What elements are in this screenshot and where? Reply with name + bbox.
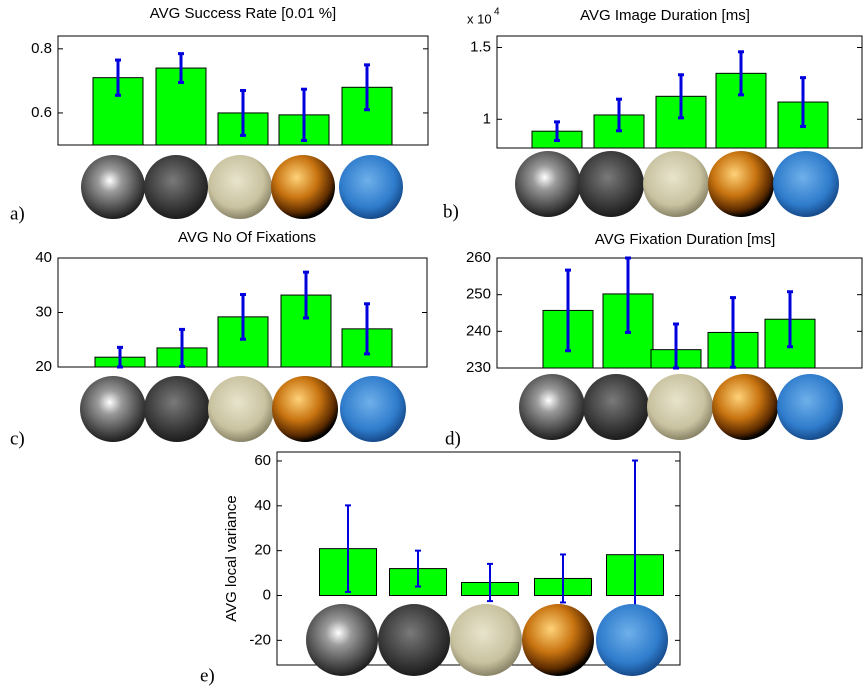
y-tick-label: 240 [466,322,491,339]
material-sphere [712,374,778,440]
figure: 0.6 0.8 AVG Success Rate [0.01 %] a) 1 1.5 AVG… [0,0,866,689]
y-tick-label: 0.6 [31,104,52,121]
panel-label: b) [443,201,459,222]
material-sphere [596,604,668,676]
y-tick-label: 1 [483,110,491,127]
panel-label: c) [10,428,25,449]
y-tick-label: 40 [254,497,271,514]
y-multiplier-exponent: 4 [494,7,500,18]
material-sphere [773,151,839,217]
y-tick-label: 20 [35,358,52,375]
material-sphere [208,376,274,442]
y-tick-label: 0.8 [31,40,52,57]
material-sphere [643,151,709,217]
material-sphere [777,374,843,440]
material-sphere [583,374,649,440]
material-sphere [708,151,774,217]
material-sphere [144,376,210,442]
material-sphere [271,155,335,219]
material-sphere [522,604,594,676]
material-sphere [272,376,338,442]
material-sphere [578,151,644,217]
material-sphere [519,374,585,440]
y-tick-label: 250 [466,286,491,303]
material-sphere [450,604,522,676]
material-sphere [340,376,406,442]
material-sphere [339,155,403,219]
y-tick-label: 20 [254,542,271,559]
material-sphere [80,376,146,442]
material-sphere [144,155,208,219]
y-tick-label: 260 [466,249,491,266]
y-tick-label: 0 [263,586,271,603]
y-tick-label: 1.5 [470,38,491,55]
panel-label: a) [10,203,25,224]
y-tick-label: -20 [249,631,271,648]
y-tick-label: 60 [254,452,271,469]
y-tick-label: 30 [35,303,52,320]
chart-title: AVG Success Rate [0.01 %] [150,5,336,22]
chart-title: AVG Image Duration [ms] [580,7,750,24]
material-sphere [306,604,378,676]
material-sphere [647,374,713,440]
y-tick-label: 40 [35,249,52,266]
y-multiplier: x 10 [467,11,492,26]
y-axis-label: AVG local variance [223,495,240,621]
chart-title: AVG Fixation Duration [ms] [595,231,776,248]
panel-label: e) [200,665,215,686]
y-tick-label: 230 [466,359,491,376]
panel-label: d) [445,428,461,449]
material-sphere [208,155,272,219]
material-sphere [81,155,145,219]
chart-title: AVG No Of Fixations [178,229,316,246]
material-sphere [378,604,450,676]
material-sphere [515,151,581,217]
